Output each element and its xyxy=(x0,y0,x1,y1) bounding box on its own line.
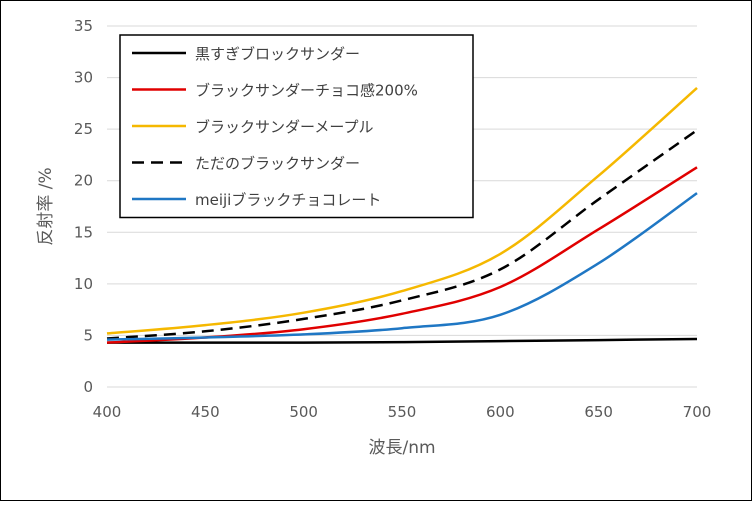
legend-label-5: meijiブラックチョコレート xyxy=(195,191,381,209)
y-tick-label-35: 35 xyxy=(74,17,93,35)
series-line-3 xyxy=(106,86,698,335)
series-line-5 xyxy=(106,192,698,341)
y-axis-ticks: 0 5 10 15 20 25 30 35 xyxy=(74,17,93,396)
y-tick-label-5: 5 xyxy=(83,326,93,344)
legend-label-1: 黒すぎブロックサンダー xyxy=(195,45,360,63)
x-axis-ticks: 400 450 500 550 600 650 700 xyxy=(93,403,712,421)
legend-label-2: ブラックサンダーチョコ感200% xyxy=(195,82,418,100)
y-tick-label-15: 15 xyxy=(74,223,93,241)
legend-label-3: ブラックサンダーメープル xyxy=(195,118,374,136)
x-tick-label-400: 400 xyxy=(93,403,122,421)
series-line-1 xyxy=(107,337,698,344)
x-axis-title: 波長/nm xyxy=(368,438,435,458)
x-tick-label-550: 550 xyxy=(388,403,417,421)
series-line-4 xyxy=(106,129,698,340)
x-tick-label-450: 450 xyxy=(191,403,220,421)
x-tick-label-650: 650 xyxy=(584,403,613,421)
legend-label-4: ただのブラックサンダー xyxy=(195,155,360,173)
y-axis-title: 反射率 /% xyxy=(36,167,56,245)
y-tick-label-25: 25 xyxy=(74,120,93,138)
y-tick-label-0: 0 xyxy=(83,378,93,396)
series-lines xyxy=(106,86,698,344)
y-tick-label-10: 10 xyxy=(74,275,93,293)
y-tick-label-20: 20 xyxy=(74,172,93,190)
x-tick-label-600: 600 xyxy=(486,403,515,421)
y-tick-label-30: 30 xyxy=(74,69,93,87)
x-tick-label-700: 700 xyxy=(683,403,712,421)
x-tick-label-500: 500 xyxy=(289,403,318,421)
